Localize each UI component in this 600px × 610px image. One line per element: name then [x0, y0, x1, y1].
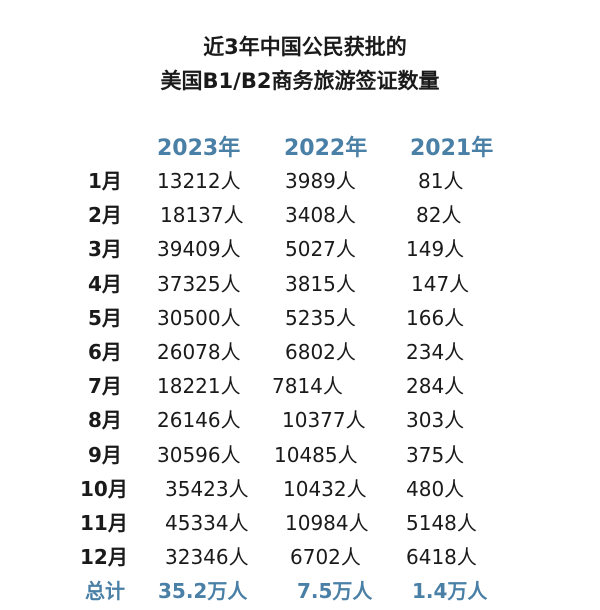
value-2021: 149人 [406, 237, 465, 262]
month-label: 2月 [88, 203, 122, 228]
value-2022: 3408人 [285, 203, 356, 228]
month-label: 1月 [88, 169, 122, 193]
value-2022: 5027人 [285, 237, 356, 262]
table-row: 1月 13212人 3989人 81人 [0, 164, 600, 198]
month-label: 7月 [88, 374, 122, 399]
month-label: 9月 [88, 442, 122, 467]
table-row: 11月 45334人 10984人 5148人 [0, 506, 600, 540]
title-line-1: 近3年中国公民获批的 [203, 35, 407, 59]
table-row: 3月 39409人 5027人 149人 [0, 232, 600, 266]
table-row: 2月 18137人 3408人 82人 [0, 198, 600, 232]
value-2021: 375人 [406, 442, 465, 467]
month-label: 12月 [80, 545, 128, 570]
total-label: 总计 [85, 579, 125, 604]
value-2023: 18221人 [157, 374, 241, 399]
table-row: 5月 30500人 5235人 166人 [0, 301, 600, 335]
value-2023: 13212人 [157, 169, 241, 193]
value-2022: 10984人 [285, 511, 369, 535]
value-2023: 45334人 [165, 511, 249, 535]
month-label: 11月 [80, 511, 128, 535]
total-row: 总计 35.2万人 7.5万人 1.4万人 [0, 574, 600, 608]
value-2021: 5148人 [406, 511, 477, 535]
month-label: 10月 [80, 476, 128, 501]
table-row: 7月 18221人 7814人 284人 [0, 369, 600, 403]
value-2022: 6802人 [285, 340, 356, 364]
value-2023: 39409人 [157, 237, 241, 262]
value-2022: 3989人 [285, 169, 356, 193]
value-2022: 3815人 [285, 271, 356, 296]
value-2021: 166人 [406, 305, 465, 330]
table-row: 8月 26146人 10377人 303人 [0, 403, 600, 437]
value-2021: 480人 [406, 476, 465, 501]
value-2023: 30500人 [157, 305, 241, 330]
month-label: 4月 [88, 271, 122, 296]
value-2023: 37325人 [157, 271, 241, 296]
value-2023: 26078人 [157, 340, 241, 364]
value-2023: 32346人 [165, 545, 249, 570]
value-2022: 6702人 [290, 545, 361, 570]
total-value-2023: 35.2万人 [158, 579, 248, 604]
table-row: 6月 26078人 6802人 234人 [0, 335, 600, 369]
table-row: 4月 37325人 3815人 147人 [0, 267, 600, 301]
value-2021: 234人 [406, 340, 465, 364]
value-2022: 10485人 [274, 442, 358, 467]
column-header-2022: 2022年 [284, 136, 368, 161]
value-2022: 7814人 [272, 374, 343, 399]
value-2021: 6418人 [406, 545, 477, 570]
table-row: 9月 30596人 10485人 375人 [0, 438, 600, 472]
column-header-2023: 2023年 [157, 136, 241, 161]
title-line-2: 美国B1/B2商务旅游签证数量 [160, 69, 440, 93]
value-2021: 147人 [411, 271, 470, 296]
value-2021: 81人 [418, 169, 464, 193]
value-2022: 10432人 [283, 476, 367, 501]
total-value-2022: 7.5万人 [297, 579, 373, 604]
value-2021: 303人 [406, 408, 465, 433]
total-value-2021: 1.4万人 [412, 579, 488, 604]
value-2023: 18137人 [160, 203, 244, 228]
value-2023: 30596人 [157, 442, 241, 467]
value-2021: 284人 [406, 374, 465, 399]
month-label: 5月 [88, 305, 122, 330]
chart-title: 近3年中国公民获批的 美国B1/B2商务旅游签证数量 [0, 30, 600, 98]
value-2021: 82人 [416, 203, 462, 228]
value-2023: 26146人 [157, 408, 241, 433]
table-row: 10月 35423人 10432人 480人 [0, 472, 600, 506]
month-label: 3月 [88, 237, 122, 262]
month-label: 8月 [88, 408, 122, 433]
value-2023: 35423人 [165, 476, 249, 501]
value-2022: 10377人 [282, 408, 366, 433]
month-label: 6月 [88, 340, 122, 364]
table-row: 12月 32346人 6702人 6418人 [0, 540, 600, 574]
value-2022: 5235人 [285, 305, 356, 330]
column-header-2021: 2021年 [410, 136, 494, 161]
